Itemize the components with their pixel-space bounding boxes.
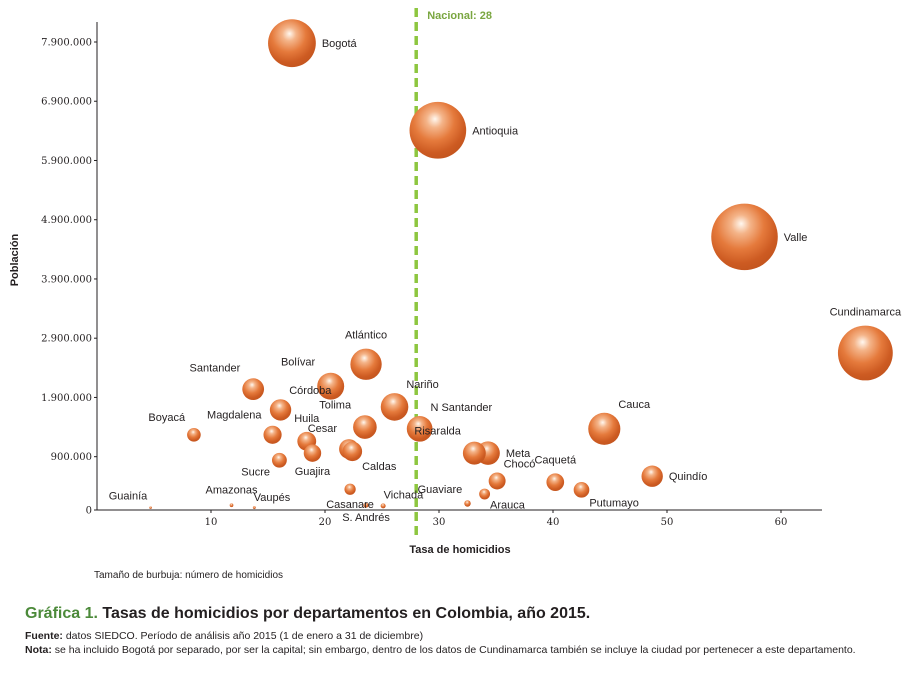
y-tick-label: 1.900.000 — [41, 393, 92, 404]
y-tick-label: 3.900.000 — [41, 274, 92, 285]
bubble-label: Antioquia — [472, 125, 519, 137]
bubble — [263, 425, 282, 444]
bubble-labels-group: Bogotá Antioquia Valle Cundinamarca Atlántic… — [109, 38, 902, 524]
axes: 0 900.000 1.900.000 2.900.000 3.900.000 4.900… — [41, 22, 822, 528]
bubble — [317, 372, 345, 400]
bubble-label: Vichada — [384, 489, 424, 501]
caption-note: Nota: se ha incluido Bogotá por separado… — [25, 643, 895, 657]
x-tick-label: 50 — [661, 517, 674, 528]
y-tick-label: 6.900.000 — [41, 97, 92, 108]
bubble — [380, 503, 386, 509]
bubble — [268, 19, 316, 68]
caption-title: Gráfica 1. Tasas de homicidios por depar… — [25, 605, 895, 623]
bubble-label: Putumayo — [589, 498, 639, 510]
bubble — [641, 465, 663, 487]
bubble-label: Magdalena — [207, 410, 262, 422]
bubbles-group — [149, 19, 893, 510]
figure-number: Gráfica 1. — [25, 605, 98, 622]
bubble-label: S. Andrés — [342, 512, 390, 524]
x-tick-label: 30 — [433, 517, 446, 528]
bubble-label: Boyacá — [148, 412, 186, 424]
bubble — [837, 325, 893, 381]
y-tick-label: 4.900.000 — [41, 215, 92, 226]
bubble — [271, 452, 287, 468]
bubble — [406, 416, 433, 442]
bubble — [409, 101, 467, 159]
figure-title: Tasas de homicidios por departamentos en… — [102, 605, 591, 622]
bubble-label: Sucre — [241, 467, 270, 479]
x-tick-label: 40 — [547, 517, 560, 528]
note-text: se ha incluido Bogotá por separado, por … — [54, 644, 856, 656]
y-tick-label: 7.900.000 — [41, 38, 92, 49]
bubble-label: Guaviare — [418, 484, 463, 496]
bubble-label: Vaupés — [254, 492, 291, 504]
bubble — [363, 502, 369, 508]
bubble-size-legend: Tamaño de burbuja: número de homicidios — [94, 570, 283, 581]
bubble — [342, 441, 363, 462]
caption-source: Fuente: datos SIEDCO. Período de análisi… — [25, 629, 895, 643]
bubble-label: Bogotá — [322, 38, 358, 50]
x-tick-label: 60 — [775, 517, 788, 528]
bubble-label: Guainía — [109, 490, 148, 502]
y-tick-label: 2.900.000 — [41, 334, 92, 345]
y-axis-title: Población — [9, 233, 21, 286]
bubble-label: Cauca — [618, 399, 651, 411]
bubble-label: N Santander — [430, 402, 492, 414]
bubble — [187, 427, 201, 442]
bubble — [546, 473, 565, 491]
bubble-label: Bolívar — [281, 357, 316, 369]
bubble — [303, 444, 322, 462]
bubble-label: Meta — [506, 448, 531, 460]
bubble-label: Casanare — [326, 499, 374, 511]
y-tick-label: 5.900.000 — [41, 156, 92, 167]
bubble-label: Atlántico — [345, 330, 387, 342]
bubble-label: Caquetá — [534, 454, 576, 466]
bubble — [229, 503, 234, 508]
bubble — [252, 506, 256, 510]
bubble — [462, 441, 486, 465]
bubble-label: Quindío — [669, 471, 708, 483]
note-lead: Nota: — [25, 644, 52, 656]
x-axis-title: Tasa de homicidios — [409, 544, 510, 556]
bubble-label: Caldas — [362, 461, 397, 473]
bubble — [573, 482, 590, 498]
bubble-label: Guajira — [295, 466, 331, 478]
y-tick-label: 0 — [86, 506, 92, 517]
bubble — [344, 483, 356, 495]
bubble-label: Nariño — [406, 379, 438, 391]
bubble-label: Tolima — [319, 399, 352, 411]
bubble-label: Huila — [294, 413, 320, 425]
bubble-label: Cundinamarca — [830, 307, 902, 319]
x-tick-label: 10 — [205, 517, 218, 528]
bubble-label: Risaralda — [414, 426, 461, 438]
bubble-label: Córdoba — [289, 385, 332, 397]
national-reference-line-group: Nacional: 28 — [414, 8, 492, 540]
bubble-label: Valle — [784, 232, 808, 244]
bubble-label: Amazonas — [206, 484, 258, 496]
bubble-label: Santander — [190, 362, 241, 374]
y-tick-label: 900.000 — [51, 452, 92, 463]
bubble — [269, 399, 292, 421]
x-tick-label: 20 — [319, 517, 332, 528]
bubble — [488, 472, 506, 490]
bubble — [149, 506, 152, 509]
source-text: datos SIEDCO. Período de análisis año 20… — [65, 630, 424, 642]
source-lead: Fuente: — [25, 630, 63, 642]
bubble — [350, 348, 382, 380]
bubble — [464, 500, 471, 507]
figure-caption: Gráfica 1. Tasas de homicidios por depar… — [25, 605, 895, 657]
bubble — [588, 412, 621, 445]
national-reference-label: Nacional: 28 — [427, 10, 492, 22]
bubble — [242, 378, 265, 401]
bubble-chart: 0 900.000 1.900.000 2.900.000 3.900.000 4.900… — [9, 8, 902, 556]
bubble-label: Chocó — [504, 458, 536, 470]
bubble — [353, 415, 377, 439]
bubble — [479, 488, 491, 500]
bubble — [711, 203, 778, 271]
bubble — [380, 393, 409, 421]
bubble-label: Arauca — [490, 499, 526, 511]
bubble-label: Cesar — [308, 423, 338, 435]
